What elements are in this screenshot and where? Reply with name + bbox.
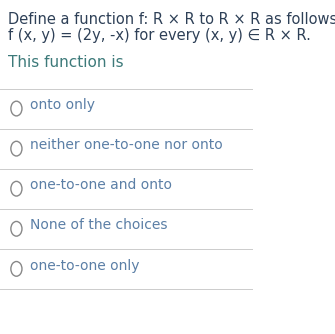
Text: This function is: This function is: [8, 55, 123, 70]
Text: onto only: onto only: [30, 98, 95, 112]
Text: f (x, y) = (2y, -x) for every (x, y) ∈ R × R.: f (x, y) = (2y, -x) for every (x, y) ∈ R…: [8, 28, 311, 43]
Text: one-to-one and onto: one-to-one and onto: [30, 178, 172, 192]
Text: None of the choices: None of the choices: [30, 218, 168, 232]
Text: neither one-to-one nor onto: neither one-to-one nor onto: [30, 138, 223, 152]
Text: Define a function f: R × R to R × R as follows:: Define a function f: R × R to R × R as f…: [8, 12, 335, 27]
Text: one-to-one only: one-to-one only: [30, 259, 140, 273]
